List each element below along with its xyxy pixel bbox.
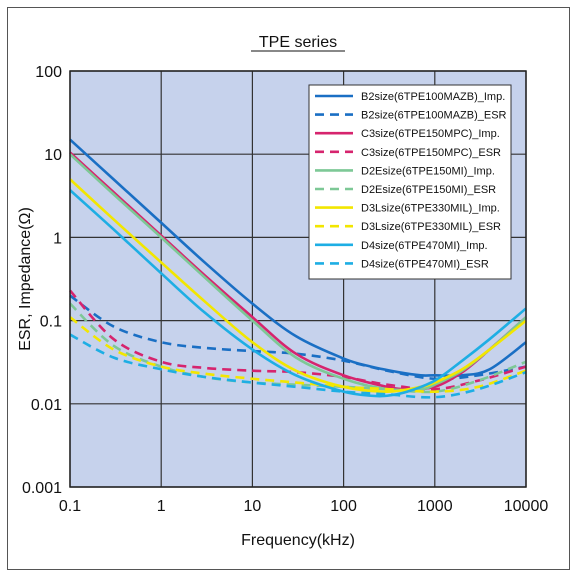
x-tick-label-1: 1 xyxy=(157,498,166,515)
series-line-7 xyxy=(69,316,527,393)
x-axis-title: Frequency(kHz) xyxy=(241,532,355,549)
legend-label-7: D3Lsize(6TPE330MIL)_ESR xyxy=(361,221,501,233)
chart-title: TPE series xyxy=(259,34,337,51)
x-axis-ticks: 0.1 1 10 100 1000 10000 xyxy=(59,498,548,515)
legend-label-3: C3size(6TPE150MPC)_ESR xyxy=(361,147,501,159)
x-tick-label-0: 0.1 xyxy=(59,498,81,515)
legend-label-1: B2size(6TPE100MAZB)_ESR xyxy=(361,110,507,122)
y-tick-label-1: 0.01 xyxy=(31,397,62,414)
y-tick-label-3: 1 xyxy=(53,230,62,247)
series-lines xyxy=(69,138,527,399)
y-tick-label-4: 10 xyxy=(44,147,62,164)
series-line-8 xyxy=(69,189,527,398)
x-tick-label-4: 1000 xyxy=(417,498,453,515)
legend-label-0: B2size(6TPE100MAZB)_Imp. xyxy=(361,91,505,103)
plot-border xyxy=(69,70,527,488)
legend-label-5: D2Esize(6TPE150MI)_ESR xyxy=(361,184,496,196)
legend-label-2: C3size(6TPE150MPC)_Imp. xyxy=(361,128,500,140)
y-tick-label-0: 0.001 xyxy=(22,480,62,497)
y-tick-label-2: 0.1 xyxy=(40,314,62,331)
y-axis-ticks: 0.001 0.01 0.1 1 10 100 xyxy=(22,64,62,497)
y-tick-label-5: 100 xyxy=(35,64,62,81)
legend-label-9: D4size(6TPE470MI)_ESR xyxy=(361,258,489,270)
x-tick-label-2: 10 xyxy=(244,498,262,515)
legend-label-8: D4size(6TPE470MI)_Imp. xyxy=(361,240,488,252)
legend: B2size(6TPE100MAZB)_Imp. B2size(6TPE100MA… xyxy=(308,84,512,280)
y-axis-title: ESR, Impedance(Ω) xyxy=(17,207,34,351)
legend-box xyxy=(308,84,512,280)
legend-label-4: D2Esize(6TPE150MI)_Imp. xyxy=(361,165,495,177)
series-line-3 xyxy=(69,289,527,391)
x-tick-label-3: 100 xyxy=(330,498,357,515)
legend-label-6: D3Lsize(6TPE330MIL)_Imp. xyxy=(361,203,500,215)
x-tick-label-5: 10000 xyxy=(504,498,549,515)
